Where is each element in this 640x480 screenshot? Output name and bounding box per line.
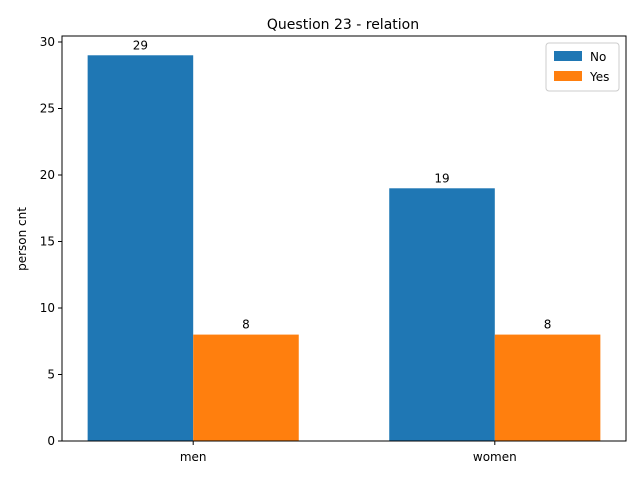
y-tick-label: 0 [47,434,55,448]
x-tick-label-men: men [180,450,207,464]
data-labels-group: 29 19 8 8 [133,38,552,331]
legend-label-yes: Yes [589,70,609,84]
x-axis: men women [180,441,517,464]
bar-yes-men [193,334,299,441]
chart-title: Question 23 - relation [267,17,419,33]
data-label-no-men: 29 [133,38,148,52]
data-label-yes-women: 8 [544,318,552,332]
y-tick-label: 5 [47,367,55,381]
bars-group [87,55,601,442]
data-label-no-women: 19 [434,171,449,185]
legend: No Yes [545,42,620,92]
y-axis: 0 5 10 15 20 25 30 [40,35,62,448]
legend-label-no: No [590,50,606,64]
legend-swatch-yes [554,71,582,81]
y-tick-label: 15 [40,234,55,248]
bar-no-women [389,188,495,441]
legend-swatch-no [554,51,582,61]
y-tick-label: 25 [40,101,55,115]
bar-no-men [87,55,194,442]
y-axis-label: person cnt [15,207,29,271]
plot-frame [61,35,627,442]
bar-yes-women [494,334,601,441]
x-tick-label-women: women [473,450,517,464]
y-tick-label: 30 [40,35,55,49]
y-tick-label: 20 [40,168,55,182]
y-tick-label: 10 [40,301,55,315]
data-label-yes-men: 8 [242,318,250,332]
